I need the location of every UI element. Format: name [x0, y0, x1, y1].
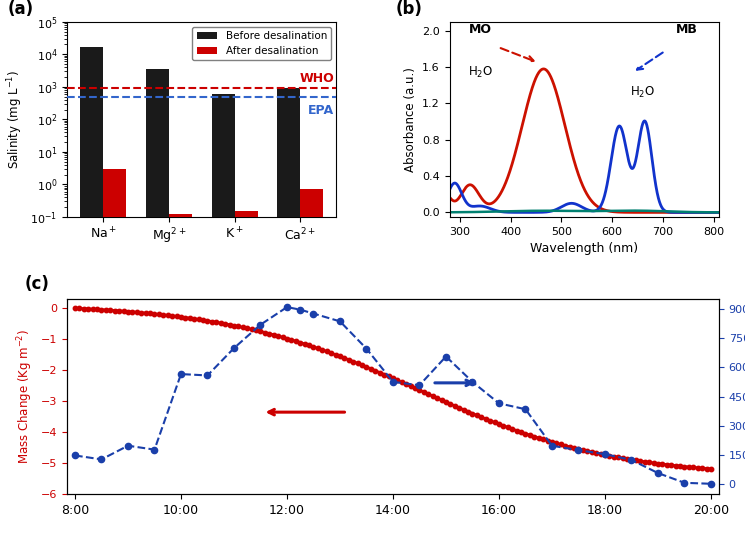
Bar	[169, 214, 192, 543]
Legend: Before desalination, After desalination: Before desalination, After desalination	[192, 27, 332, 60]
Text: (b): (b)	[396, 0, 422, 18]
Text: (c): (c)	[25, 275, 50, 293]
Text: EPA: EPA	[308, 104, 335, 117]
Text: MO: MO	[469, 23, 492, 36]
Y-axis label: Salinity (mg L$^{-1}$): Salinity (mg L$^{-1}$)	[5, 70, 25, 169]
Text: WHO: WHO	[299, 72, 335, 85]
Bar	[146, 69, 169, 543]
Bar	[212, 94, 235, 543]
Bar	[300, 190, 323, 543]
Y-axis label: Mass Change (Kg m$^{-2}$): Mass Change (Kg m$^{-2}$)	[16, 329, 35, 464]
Bar	[80, 47, 104, 543]
Y-axis label: Absorbance (a.u.): Absorbance (a.u.)	[404, 67, 416, 172]
Bar	[104, 169, 126, 543]
X-axis label: Wavelength (nm): Wavelength (nm)	[530, 242, 638, 255]
Bar	[235, 211, 258, 543]
Text: H$_2$O: H$_2$O	[630, 85, 655, 100]
Text: (a): (a)	[7, 0, 34, 18]
Text: H$_2$O: H$_2$O	[469, 65, 494, 80]
Text: MB: MB	[676, 23, 698, 36]
Bar	[277, 89, 300, 543]
